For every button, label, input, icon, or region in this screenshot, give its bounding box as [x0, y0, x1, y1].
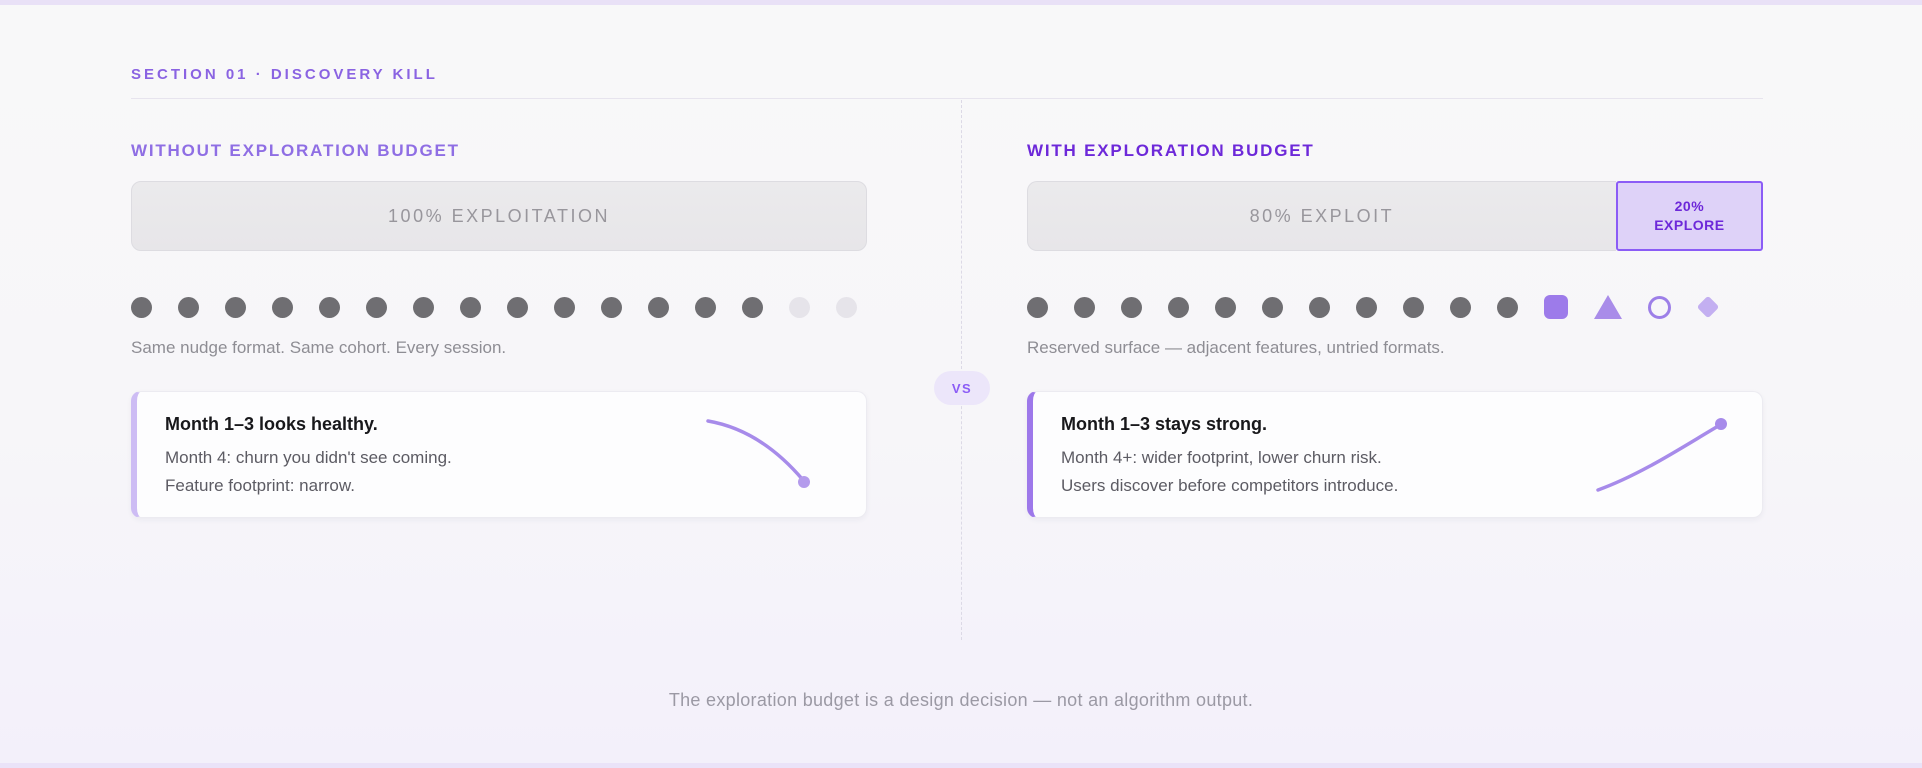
session-dot: [460, 296, 481, 318]
card-title: Month 1–3 looks healthy.: [165, 414, 378, 434]
square-shape-icon: [1544, 295, 1568, 319]
outcome-card-with: Month 1–3 stays strong. Month 4+: wider …: [1027, 391, 1763, 518]
card-line: Users discover before competitors introd…: [1061, 476, 1399, 495]
explore-segment-label-bottom: EXPLORE: [1654, 217, 1725, 233]
session-dots-row-right: [1027, 295, 1763, 319]
card-line: Feature footprint: narrow.: [165, 476, 355, 495]
session-dot: [648, 296, 669, 318]
exploit-segment-label: 80% EXPLOIT: [1249, 205, 1395, 226]
panel-caption-right: Reserved surface — adjacent features, un…: [1027, 338, 1445, 357]
session-dot: [319, 296, 340, 318]
exploit-explore-bar: 80% EXPLOIT 20% EXPLORE: [1027, 181, 1763, 251]
session-dot: [1074, 296, 1095, 318]
circle-outline-shape-icon: [1648, 295, 1671, 319]
explore-segment-label-top: 20%: [1674, 198, 1705, 214]
session-dot: [1168, 296, 1189, 318]
faint-session-dot: [836, 296, 857, 318]
session-dot: [1497, 296, 1518, 318]
faint-session-dot: [789, 296, 810, 318]
triangle-shape-icon: [1594, 295, 1622, 319]
session-dot: [1027, 296, 1048, 318]
exploit-segment-label: 100% EXPLOITATION: [388, 205, 610, 226]
main-content: SECTION 01 · DISCOVERY KILL WITHOUT EXPL…: [131, 0, 1763, 518]
column-divider: [961, 100, 962, 640]
session-dot: [1121, 296, 1142, 318]
session-dot: [272, 296, 293, 318]
session-dot: [366, 296, 387, 318]
explore-segment: 20% EXPLORE: [1615, 181, 1763, 251]
session-dot: [1403, 296, 1424, 318]
panel-title-without: WITHOUT EXPLORATION BUDGET: [131, 141, 460, 160]
outcome-card-without: Month 1–3 looks healthy. Month 4: churn …: [131, 391, 867, 518]
session-dot: [1309, 296, 1330, 318]
session-dot: [601, 296, 622, 318]
vs-badge: VS: [934, 371, 990, 405]
rising-trend-sparkline: [1596, 418, 1727, 492]
session-dot: [413, 296, 434, 318]
with-budget-panel: WITH EXPLORATION BUDGET 80% EXPLOIT 20% …: [1027, 141, 1763, 518]
panel-title-with: WITH EXPLORATION BUDGET: [1027, 141, 1315, 160]
session-dot: [695, 296, 716, 318]
session-dot: [225, 296, 246, 318]
card-line: Month 4: churn you didn't see coming.: [165, 448, 452, 467]
session-dot: [1215, 296, 1236, 318]
declining-trend-sparkline: [706, 419, 810, 488]
session-dot: [554, 296, 575, 318]
card-line: Month 4+: wider footprint, lower churn r…: [1061, 448, 1382, 467]
session-dot: [1356, 296, 1377, 318]
session-dots-row-left: [131, 295, 867, 319]
comparison-columns: WITHOUT EXPLORATION BUDGET 100% EXPLOITA…: [131, 141, 1763, 518]
session-dot: [178, 296, 199, 318]
session-dot: [507, 296, 528, 318]
section-divider: [131, 98, 1763, 99]
diamond-shape-icon: [1696, 295, 1720, 319]
session-dot: [1262, 296, 1283, 318]
top-accent-strip: [0, 0, 1922, 5]
exploitation-bar-full: 100% EXPLOITATION: [131, 181, 867, 251]
session-dot: [131, 296, 152, 318]
card-title: Month 1–3 stays strong.: [1061, 414, 1268, 434]
session-dot: [1450, 296, 1471, 318]
without-budget-panel: WITHOUT EXPLORATION BUDGET 100% EXPLOITA…: [131, 141, 867, 518]
session-dot: [742, 296, 763, 318]
panel-caption-left: Same nudge format. Same cohort. Every se…: [131, 338, 507, 357]
section-header: SECTION 01 · DISCOVERY KILL: [131, 66, 438, 83]
exploit-segment: 100% EXPLOITATION: [131, 181, 867, 251]
footer-note: The exploration budget is a design decis…: [668, 690, 1254, 710]
bottom-accent-strip: [0, 763, 1922, 768]
exploit-segment: 80% EXPLOIT: [1027, 181, 1616, 251]
